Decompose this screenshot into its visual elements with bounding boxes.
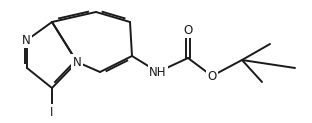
Text: O: O: [183, 23, 193, 37]
Text: N: N: [22, 33, 30, 46]
Text: O: O: [207, 69, 217, 83]
Text: NH: NH: [149, 66, 167, 78]
Text: N: N: [73, 55, 81, 69]
Text: I: I: [50, 106, 54, 118]
